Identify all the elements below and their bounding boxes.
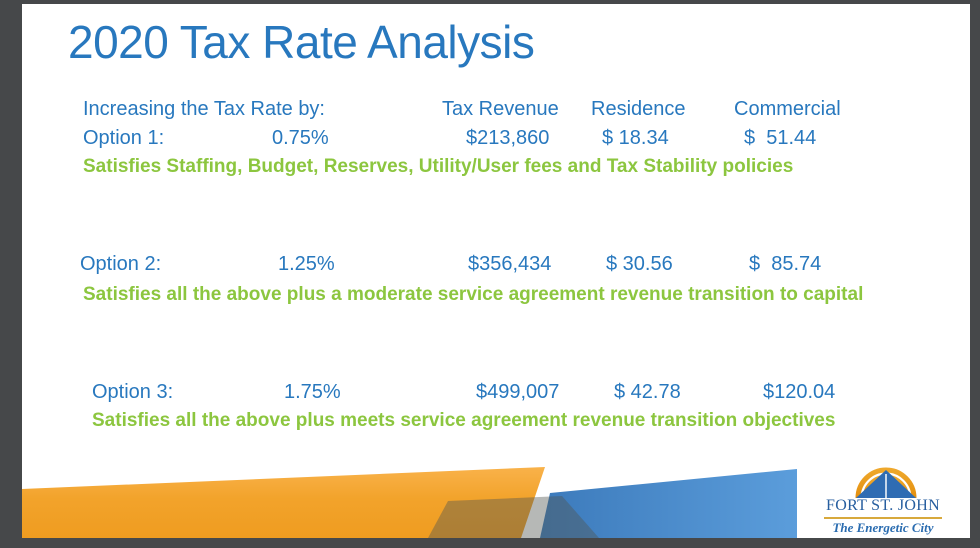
slide-title: 2020 Tax Rate Analysis xyxy=(68,16,535,68)
option2-revenue: $356,434 xyxy=(468,253,552,275)
option1-revenue: $213,860 xyxy=(466,127,550,149)
option2-row: Option 2: 1.25% $356,434 $ 30.56 $ 85.74 xyxy=(22,253,970,277)
option3-commercial: $120.04 xyxy=(763,381,836,403)
option2-rate: 1.25% xyxy=(278,253,335,275)
option1-label: Option 1: xyxy=(83,127,165,149)
option1-residence: $ 18.34 xyxy=(602,127,669,149)
logo-divider xyxy=(824,517,942,519)
header-commercial: Commercial xyxy=(734,98,841,120)
option3-row: Option 3: 1.75% $499,007 $ 42.78 $120.04 xyxy=(22,381,970,405)
logo-wordmark: FORT ST. JOHN xyxy=(826,497,940,514)
option1-row: Option 1: 0.75% $213,860 $ 18.34 $ 51.44 xyxy=(22,127,970,151)
logo-tagline: The Energetic City xyxy=(832,520,934,535)
option1-note: Satisfies Staffing, Budget, Reserves, Ut… xyxy=(83,156,794,177)
option1-commercial: $ 51.44 xyxy=(744,127,817,149)
header-tax-revenue: Tax Revenue xyxy=(442,98,559,120)
option3-label: Option 3: xyxy=(92,381,174,403)
fort-st-john-logo: FORT ST. JOHN The Energetic City xyxy=(797,448,969,538)
header-increase-label: Increasing the Tax Rate by: xyxy=(83,98,325,120)
option3-revenue: $499,007 xyxy=(476,381,560,403)
option2-note: Satisfies all the above plus a moderate … xyxy=(83,284,864,305)
option3-residence: $ 42.78 xyxy=(614,381,681,403)
header-residence: Residence xyxy=(591,98,686,120)
option2-label: Option 2: xyxy=(80,253,162,275)
option1-rate: 0.75% xyxy=(272,127,329,149)
sunrise-arcs-icon xyxy=(855,467,917,499)
option2-commercial: $ 85.74 xyxy=(749,253,822,275)
blue-ribbon-shape xyxy=(540,469,797,538)
table-header-row: Increasing the Tax Rate by: Tax Revenue … xyxy=(22,98,970,122)
mountain-overlay-shape xyxy=(428,496,599,538)
option3-rate: 1.75% xyxy=(284,381,341,403)
orange-ribbon-shape xyxy=(22,467,545,538)
slide: 2020 Tax Rate Analysis Increasing the Ta… xyxy=(22,4,970,538)
option2-residence: $ 30.56 xyxy=(606,253,673,275)
option3-note: Satisfies all the above plus meets servi… xyxy=(92,410,836,431)
